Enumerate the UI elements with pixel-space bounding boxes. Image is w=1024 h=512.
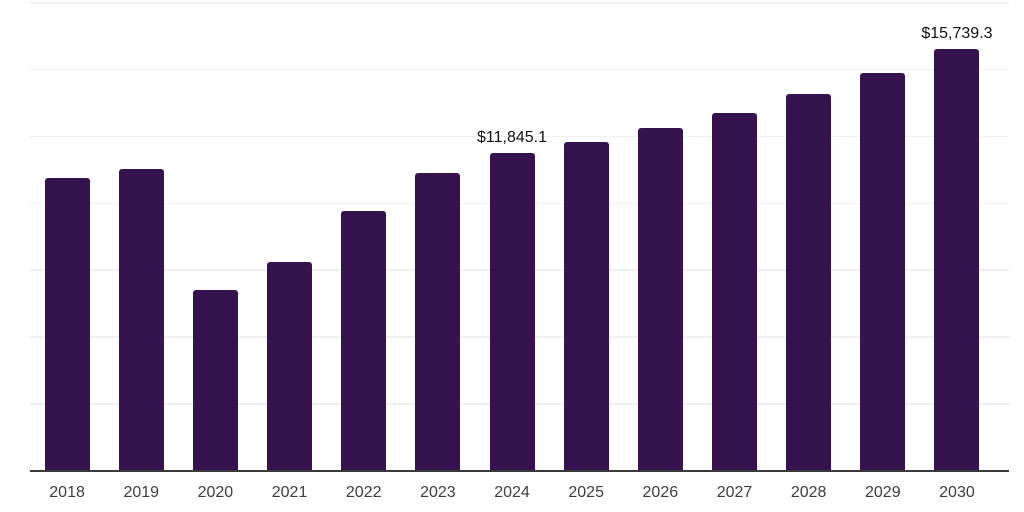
x-tick-label-2023: 2023: [420, 484, 456, 501]
x-tick-label-2026: 2026: [642, 484, 679, 501]
x-tick-label-2027: 2027: [716, 484, 753, 501]
x-tick-label-2030: 2030: [939, 484, 975, 501]
x-tick-label-2028: 2028: [790, 484, 827, 501]
bar-2019[interactable]: [118, 168, 164, 470]
bar-cell-2025: [549, 2, 623, 470]
bar-2029[interactable]: [860, 73, 906, 470]
x-tick-label-2018: 2018: [49, 484, 85, 501]
bar-cell-2021: [252, 2, 326, 470]
bar-2028[interactable]: [786, 94, 832, 470]
bars-container: $11,845.1 $15,739.3: [30, 2, 994, 470]
bar-2018[interactable]: [44, 178, 90, 470]
bar-cell-2028: [772, 2, 846, 470]
data-label-2030: $15,739.3: [921, 25, 993, 43]
bar-2026[interactable]: [637, 128, 683, 470]
bar-cell-2018: [30, 2, 104, 470]
bar-2022[interactable]: [341, 210, 387, 470]
bar-cell-2026: [623, 2, 697, 470]
bar-cell-2030: $15,739.3: [920, 2, 994, 470]
x-tick-label-2022: 2022: [345, 484, 382, 501]
bar-2030[interactable]: [934, 49, 980, 470]
bar-cell-2027: [697, 2, 771, 470]
x-tick-label-2021: 2021: [271, 484, 308, 501]
x-axis-labels: 2018 2019 2020 2021 2022 2023 2024 2025 2026 2027…: [30, 483, 994, 502]
bar-2023[interactable]: [415, 172, 461, 470]
bar-cell-2024: $11,845.1: [475, 2, 549, 470]
x-tick-label-2019: 2019: [123, 484, 160, 501]
bar-2025[interactable]: [563, 141, 609, 470]
bar-cell-2029: [846, 2, 920, 470]
bar-cell-2019: [104, 2, 178, 470]
plot-area: $11,845.1 $15,739.3: [30, 2, 1009, 472]
x-axis-line: [30, 469, 1009, 472]
bar-2021[interactable]: [267, 261, 313, 470]
bar-cell-2020: [178, 2, 252, 470]
x-tick-label-2029: 2029: [865, 484, 901, 501]
bar-2027[interactable]: [711, 113, 757, 470]
bar-cell-2022: [327, 2, 401, 470]
bar-2024[interactable]: [489, 153, 535, 470]
bar-cell-2023: [401, 2, 475, 470]
x-tick-label-2025: 2025: [568, 484, 604, 501]
bar-2020[interactable]: [192, 289, 238, 470]
data-label-2024: $11,845.1: [477, 129, 548, 147]
x-tick-label-2020: 2020: [197, 484, 234, 501]
x-tick-label-2024: 2024: [494, 484, 530, 501]
